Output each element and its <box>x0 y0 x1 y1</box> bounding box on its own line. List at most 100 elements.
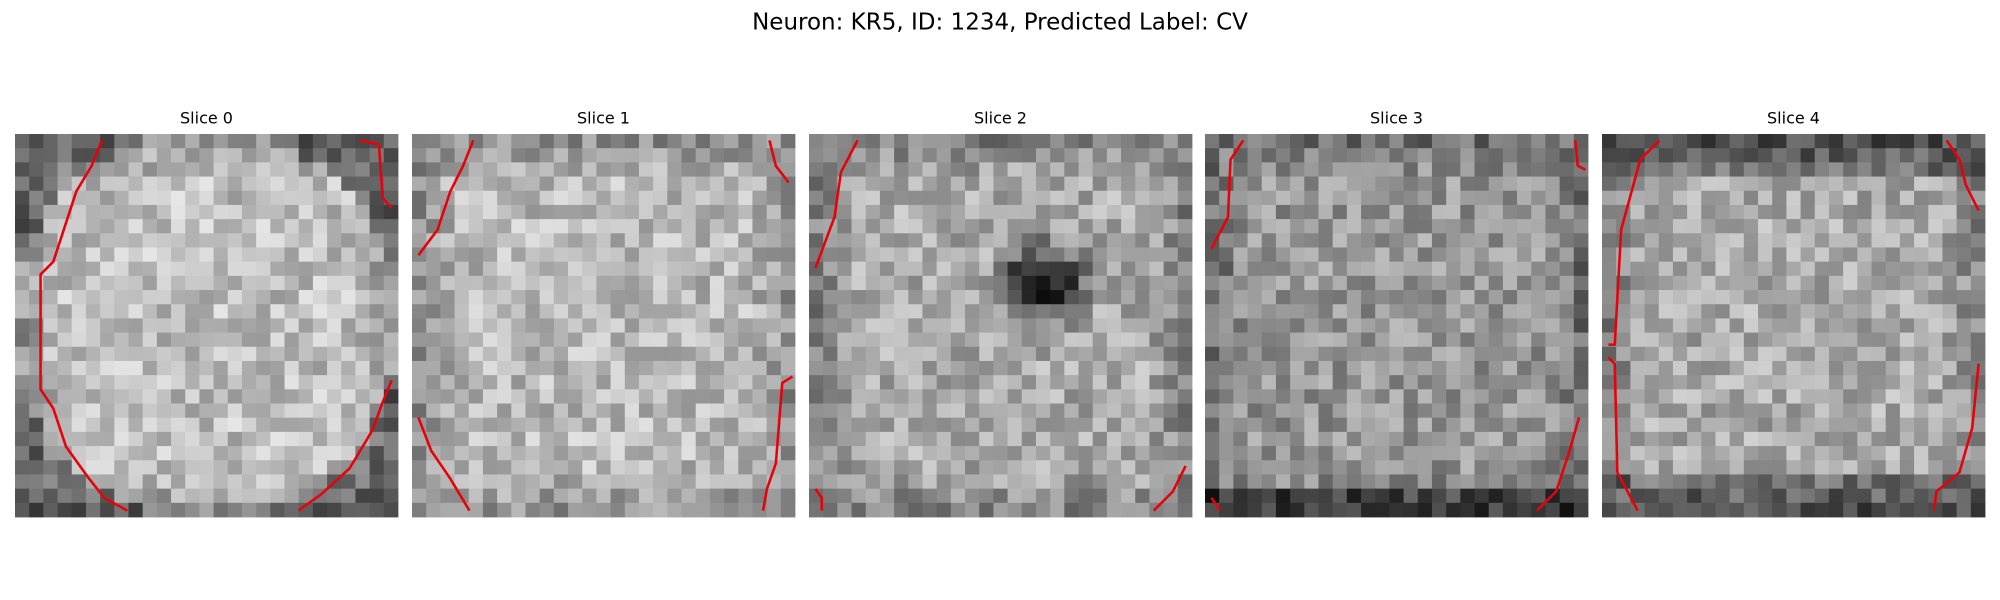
pixel <box>100 360 115 376</box>
pixel <box>57 403 73 419</box>
pixel <box>1517 304 1532 319</box>
pixel <box>568 204 583 220</box>
pixel <box>1474 290 1490 305</box>
pixel <box>638 346 654 362</box>
pixel <box>1786 134 1801 149</box>
pixel <box>412 176 427 192</box>
pixel <box>1290 502 1305 518</box>
pixel <box>199 332 214 348</box>
pixel <box>1899 219 1915 234</box>
pixel <box>412 134 427 149</box>
pixel <box>1078 332 1094 348</box>
pixel <box>199 247 214 263</box>
pixel <box>766 375 782 390</box>
pixel <box>979 502 994 518</box>
pixel <box>724 190 739 206</box>
pixel <box>156 346 172 362</box>
pixel <box>1417 446 1433 461</box>
pixel <box>15 233 30 248</box>
pixel <box>1687 148 1702 163</box>
pixel <box>1135 233 1150 248</box>
pixel <box>312 417 328 433</box>
pixel <box>1814 346 1830 362</box>
pixel <box>525 247 541 263</box>
pixel <box>511 460 526 475</box>
pixel <box>525 502 541 518</box>
pixel <box>114 446 129 461</box>
pixel <box>1885 346 1901 362</box>
pixel <box>1857 502 1872 518</box>
pixel <box>256 403 271 419</box>
pixel <box>355 247 371 263</box>
pixel <box>1121 502 1136 518</box>
pixel <box>43 290 58 305</box>
pixel <box>1304 219 1319 234</box>
pixel <box>43 261 58 277</box>
pixel <box>1970 417 1986 433</box>
pixel <box>738 360 753 376</box>
pixel <box>1375 375 1390 390</box>
pixel <box>596 460 611 475</box>
pixel <box>1205 417 1220 433</box>
pixel <box>43 162 58 177</box>
pixel <box>1502 403 1518 419</box>
pixel <box>1007 162 1023 177</box>
pixel <box>525 219 541 234</box>
pixel <box>71 148 87 163</box>
pixel <box>681 375 697 390</box>
pixel <box>865 219 881 234</box>
pixel <box>156 176 172 192</box>
pixel <box>1857 134 1872 149</box>
pixel <box>454 247 470 263</box>
pixel <box>1715 148 1731 163</box>
pixel <box>879 446 895 461</box>
pixel <box>412 318 427 333</box>
pixel <box>1914 403 1929 419</box>
pixel <box>85 290 101 305</box>
pixel <box>128 162 144 177</box>
pixel <box>624 502 640 518</box>
pixel <box>1517 290 1532 305</box>
pixel <box>1729 247 1745 263</box>
pixel <box>1743 318 1759 333</box>
pixel <box>426 247 441 263</box>
pixel <box>1885 176 1901 192</box>
pixel <box>879 190 895 206</box>
pixel <box>582 261 597 277</box>
pixel <box>1318 134 1334 149</box>
pixel <box>1956 417 1972 433</box>
pixel <box>1715 290 1731 305</box>
pixel <box>1630 417 1645 433</box>
pixel <box>1035 474 1051 490</box>
pixel <box>1743 488 1759 504</box>
pixel <box>1304 431 1319 447</box>
pixel <box>950 148 966 163</box>
pixel <box>965 162 980 177</box>
pixel <box>156 233 172 248</box>
pixel <box>298 290 314 305</box>
pixel <box>936 318 952 333</box>
pixel <box>1871 446 1887 461</box>
pixel <box>171 134 186 149</box>
pixel <box>171 332 186 348</box>
pixel <box>851 502 867 518</box>
pixel <box>1687 290 1702 305</box>
pixel <box>1644 488 1660 504</box>
pixel <box>369 304 385 319</box>
pixel <box>1389 290 1404 305</box>
pixel <box>1050 474 1065 490</box>
pixel <box>993 318 1008 333</box>
pixel <box>1177 148 1193 163</box>
pixel <box>1064 247 1079 263</box>
pixel <box>1106 304 1122 319</box>
pixel <box>582 247 597 263</box>
pixel <box>1460 360 1475 376</box>
pixel <box>1474 148 1490 163</box>
pixel <box>1871 233 1887 248</box>
pixel <box>752 275 768 291</box>
pixel <box>908 162 923 177</box>
pixel <box>1247 446 1263 461</box>
pixel <box>582 417 597 433</box>
pixel <box>1658 190 1674 206</box>
pixel <box>1672 417 1688 433</box>
